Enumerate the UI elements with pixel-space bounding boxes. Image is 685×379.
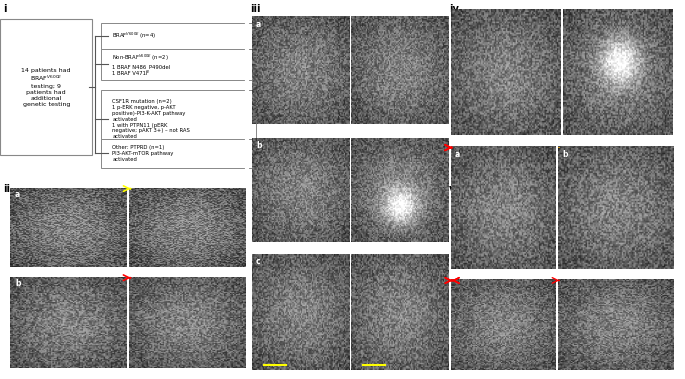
Text: a: a <box>455 150 460 158</box>
Text: Non-BRAF$^{V600E}$ (n=2)
1 BRAF N486_P490del
1 BRAF V471F: Non-BRAF$^{V600E}$ (n=2) 1 BRAF N486_P49… <box>112 53 171 76</box>
Text: 14 patients had
BRAF$^{V600E}$
testing; 9
patients had
additional
genetic testin: 14 patients had BRAF$^{V600E}$ testing; … <box>21 68 71 106</box>
Text: b: b <box>15 279 21 288</box>
Text: b: b <box>562 150 568 158</box>
Text: i: i <box>3 4 7 14</box>
Text: CSF1R mutation (n=2)
1 p-ERK negative, p-AKT
positive)-PI3-K-AKT pathway
activat: CSF1R mutation (n=2) 1 p-ERK negative, p… <box>112 99 190 139</box>
Text: c: c <box>256 257 260 266</box>
FancyBboxPatch shape <box>101 90 256 149</box>
Text: ii: ii <box>3 184 10 194</box>
Text: a: a <box>15 190 20 199</box>
Text: b: b <box>256 141 262 150</box>
FancyBboxPatch shape <box>101 49 256 80</box>
Text: iii: iii <box>250 4 260 14</box>
Text: iv: iv <box>449 4 458 14</box>
Text: BRAF$^{V600E}$ (n=4): BRAF$^{V600E}$ (n=4) <box>112 31 157 41</box>
Text: Other: PTPRD (n=1)
PI3-AKT-mTOR pathway
activated: Other: PTPRD (n=1) PI3-AKT-mTOR pathway … <box>112 145 174 162</box>
Text: v: v <box>449 184 455 194</box>
FancyBboxPatch shape <box>0 19 92 155</box>
FancyBboxPatch shape <box>101 139 256 168</box>
FancyBboxPatch shape <box>101 23 256 49</box>
Bar <box>559 147 560 148</box>
Text: a: a <box>256 20 261 28</box>
